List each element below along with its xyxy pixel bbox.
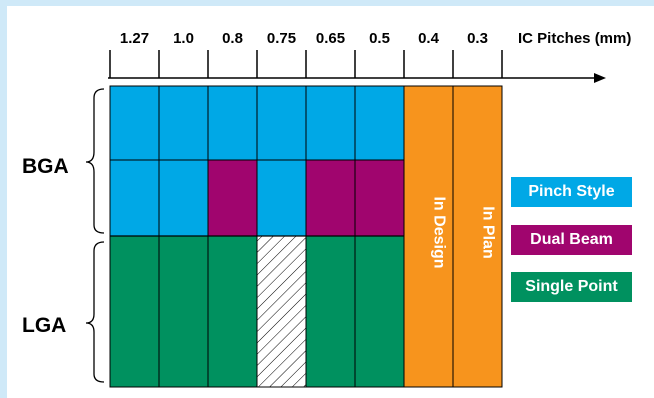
status-cell-0_4 bbox=[403, 85, 454, 388]
lga-cell-0_8 bbox=[207, 235, 258, 388]
pitch-label: 0.5 bbox=[369, 30, 390, 47]
legend-item-pinch: Pinch Style bbox=[511, 177, 632, 207]
status-label-0_4: In Design bbox=[431, 196, 448, 268]
status-cell-0_3 bbox=[452, 85, 503, 388]
bga-upper-cell-0_65 bbox=[305, 85, 356, 161]
bga-upper-cell-0_5 bbox=[354, 85, 405, 161]
pitch-label: 0.75 bbox=[267, 30, 296, 47]
lga-cell-1_0 bbox=[158, 235, 209, 388]
pitch-axis: IC Pitches (mm) bbox=[108, 30, 631, 83]
bga-upper-cell-1_0 bbox=[158, 85, 209, 161]
row-brackets: BGA LGA bbox=[22, 88, 105, 383]
bga-label: BGA bbox=[22, 155, 69, 178]
legend-item-single: Single Point bbox=[511, 272, 632, 302]
pitch-label: 0.4 bbox=[418, 30, 440, 47]
pitch-tick-labels: 1.27 1.0 0.8 0.75 0.65 0.5 0.4 0.3 bbox=[109, 30, 503, 78]
bga-lower-cell-0_8 bbox=[207, 159, 258, 237]
pitch-label: 1.0 bbox=[173, 30, 194, 47]
pitch-label: 0.8 bbox=[222, 30, 243, 47]
pitch-label: 0.65 bbox=[316, 30, 345, 47]
bga-lower-cell-1_0 bbox=[158, 159, 209, 237]
bga-lower-cell-0_5 bbox=[354, 159, 405, 237]
lga-cell-1_27 bbox=[109, 235, 160, 388]
bga-lower-cell-0_75 bbox=[256, 159, 307, 237]
bga-bracket bbox=[85, 88, 105, 234]
axis-title: IC Pitches (mm) bbox=[518, 30, 631, 47]
lga-cell-0_75 bbox=[256, 235, 307, 388]
lga-cell-0_65 bbox=[305, 235, 356, 388]
bga-upper-cell-0_75 bbox=[256, 85, 307, 161]
bga-lower-cell-0_65 bbox=[305, 159, 356, 237]
status-label-0_3: In Plan bbox=[480, 206, 497, 258]
lga-cell-0_5 bbox=[354, 235, 405, 388]
bga-upper-cell-1_27 bbox=[109, 85, 160, 161]
grid-cells: In Design In Plan bbox=[109, 85, 503, 388]
legend-item-dual: Dual Beam bbox=[511, 225, 632, 255]
bga-lower-cell-1_27 bbox=[109, 159, 160, 237]
pitch-label: 1.27 bbox=[120, 30, 149, 47]
pitch-label: 0.3 bbox=[467, 30, 488, 47]
bga-upper-cell-0_8 bbox=[207, 85, 258, 161]
lga-bracket bbox=[85, 241, 105, 383]
lga-label: LGA bbox=[22, 314, 66, 337]
